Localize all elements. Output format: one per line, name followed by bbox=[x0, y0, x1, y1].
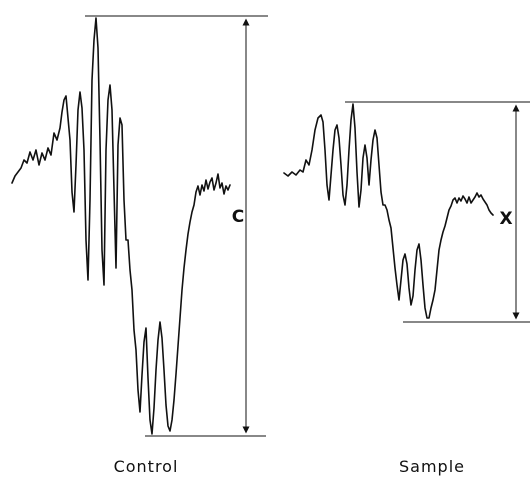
control-panel: C Control bbox=[11, 15, 268, 476]
sample-amplitude-label: X bbox=[499, 209, 512, 229]
sample-panel: X Sample bbox=[283, 101, 530, 476]
sample-caption: Sample bbox=[399, 457, 465, 476]
control-amplitude-label: C bbox=[232, 207, 244, 227]
control-caption: Control bbox=[114, 457, 179, 476]
sample-trace bbox=[283, 103, 494, 319]
control-trace bbox=[11, 17, 231, 435]
